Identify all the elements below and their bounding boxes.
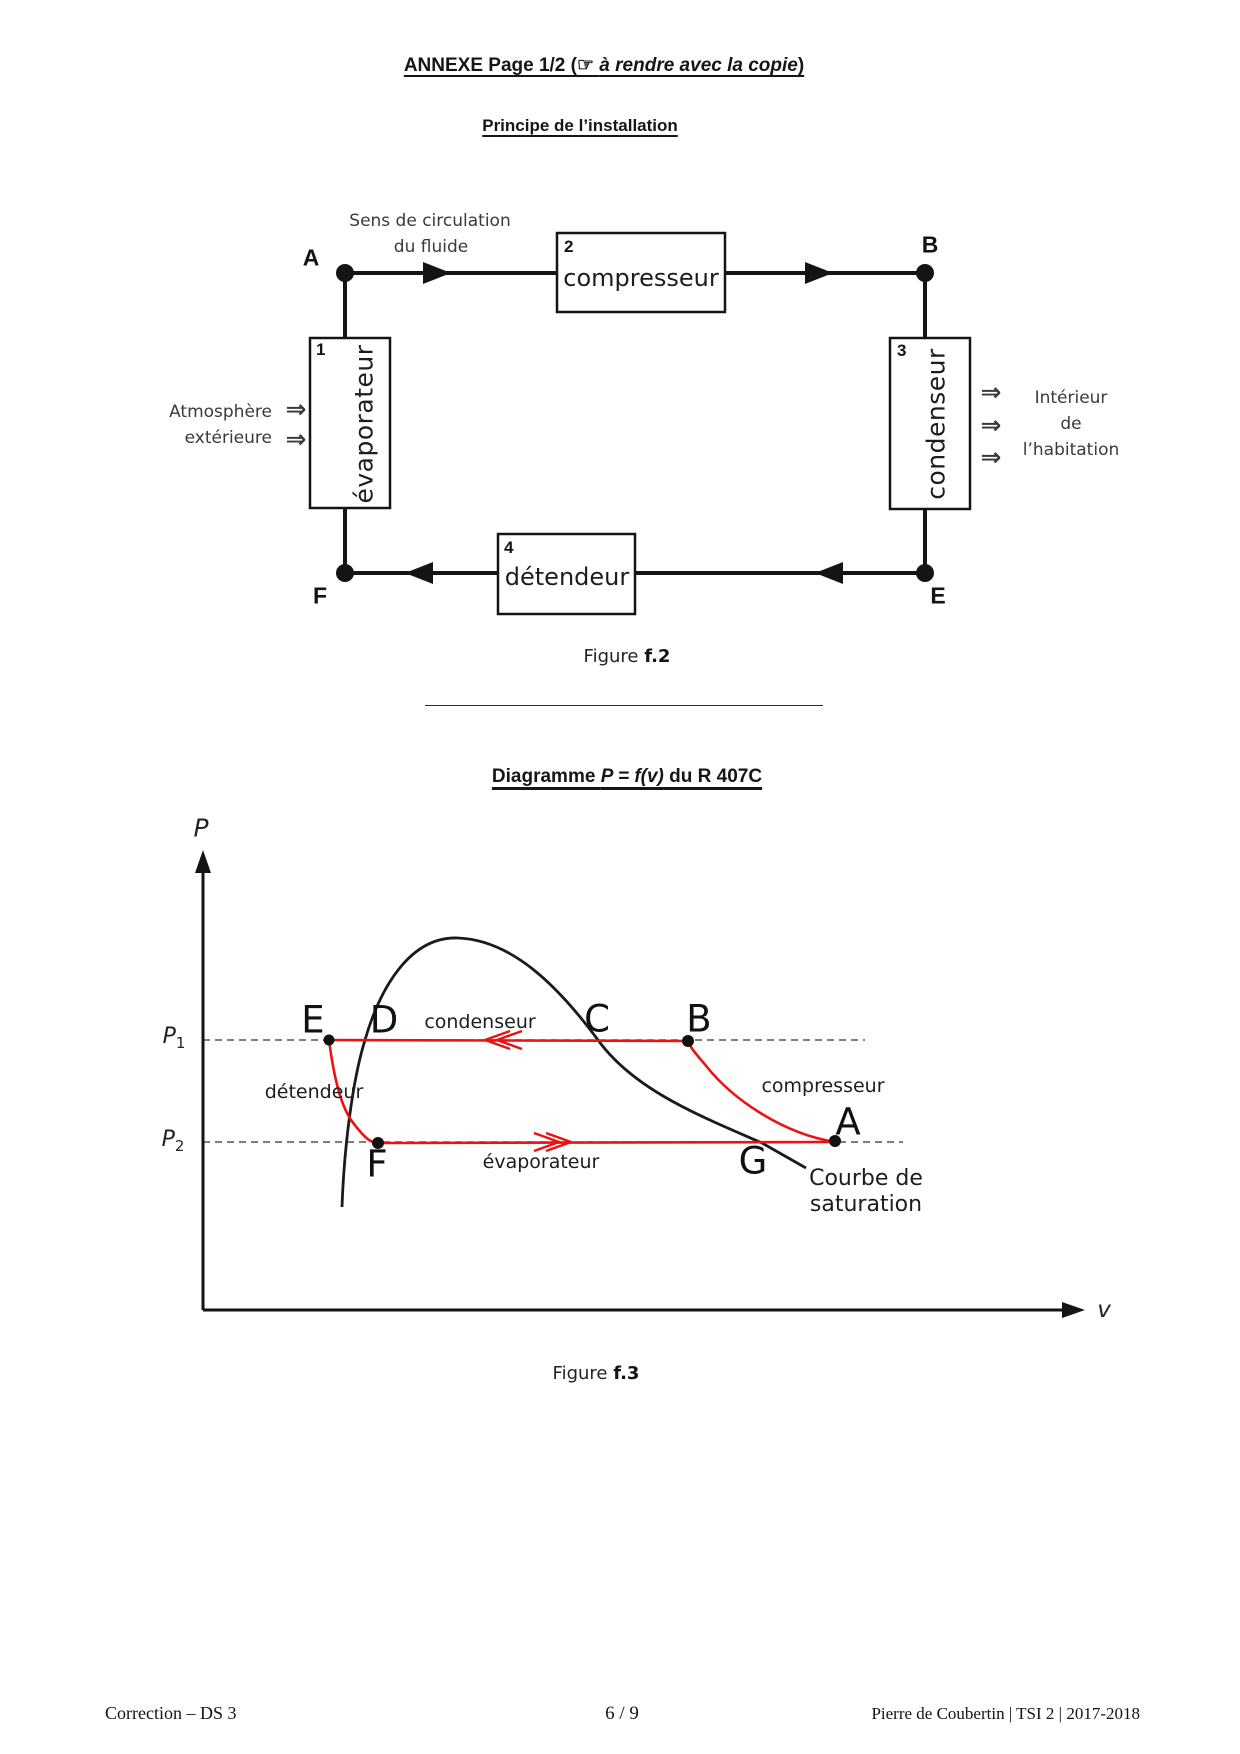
interior-label-line3: l’habitation bbox=[1022, 440, 1120, 460]
section-title-principle: Principe de l’installation bbox=[482, 116, 678, 135]
interior-label-line2: de bbox=[1060, 414, 1082, 434]
atmosphere-label-line2: extérieure bbox=[184, 428, 272, 448]
evaporator-box bbox=[308, 336, 392, 510]
point-label-b: B bbox=[686, 997, 712, 1041]
flow-arrow-compressor-to-b bbox=[805, 262, 833, 284]
x-axis-arrowhead bbox=[1062, 1302, 1085, 1318]
point-dot-e bbox=[323, 1034, 335, 1046]
saturation-curve-path bbox=[340, 936, 807, 1208]
saturation-curve-label: Courbe de saturation bbox=[809, 1166, 923, 1218]
saturation-curve-label-line2: saturation bbox=[809, 1192, 923, 1217]
point-label-c: C bbox=[584, 997, 610, 1041]
p2-subscript: 2 bbox=[174, 1137, 185, 1156]
figure-f3-caption-ref: f.3 bbox=[613, 1363, 640, 1384]
flow-diagram-svg bbox=[308, 231, 972, 616]
heat-in-arrow-icon: ⇒ bbox=[285, 394, 307, 424]
figure-f2-caption: Figure f.2 bbox=[584, 646, 671, 667]
node-dot-f bbox=[336, 564, 354, 582]
point-dot-a bbox=[829, 1135, 841, 1147]
interior-label-line1: Intérieur bbox=[1034, 388, 1108, 408]
flow-arrow-expander-to-f bbox=[405, 562, 433, 584]
point-label-a: A bbox=[835, 1100, 861, 1144]
p2-symbol: P bbox=[161, 1126, 175, 1152]
node-dot-e bbox=[916, 564, 934, 582]
node-label-a: A bbox=[302, 244, 320, 271]
node-label-e: E bbox=[930, 582, 946, 609]
flow-arrow-e-to-expander bbox=[815, 562, 843, 584]
evaporator-number: 1 bbox=[316, 340, 326, 359]
expander-label: détendeur bbox=[504, 563, 630, 591]
compressor-number: 2 bbox=[564, 237, 574, 256]
compressor-box bbox=[555, 231, 727, 314]
saturation-curve-label-line1: Courbe de bbox=[809, 1166, 923, 1191]
condenser-number: 3 bbox=[897, 341, 907, 360]
process-label-condenser: condenseur bbox=[424, 1011, 536, 1033]
node-label-f: F bbox=[312, 582, 328, 609]
section-divider bbox=[425, 705, 823, 706]
pointing-hand-icon: ☞ bbox=[576, 55, 600, 76]
cycle-expander-curve bbox=[327, 1039, 379, 1145]
diagram-title-suffix: du R 407C bbox=[663, 766, 763, 787]
figure-f3-caption: Figure f.3 bbox=[553, 1363, 640, 1384]
process-label-compressor: compresseur bbox=[761, 1075, 885, 1097]
heat-out-arrow-icon: ⇒ bbox=[980, 442, 1002, 472]
expander-box bbox=[496, 532, 637, 616]
flow-arrow-a-to-compressor bbox=[423, 262, 451, 284]
flow-direction-label-line2: du fluide bbox=[393, 237, 469, 257]
atmosphere-label: Atmosphère extérieure bbox=[169, 399, 272, 451]
y-axis-arrowhead bbox=[195, 850, 211, 873]
x-axis-label: v bbox=[1097, 1297, 1111, 1323]
cycle-compressor-curve bbox=[686, 1040, 836, 1144]
expander-number: 4 bbox=[504, 538, 514, 557]
diagram-title-italic: P = f(v) bbox=[600, 766, 664, 787]
page-title-suffix: ) bbox=[797, 55, 805, 76]
process-label-expander: détendeur bbox=[264, 1081, 364, 1103]
figure-f2-caption-ref: f.2 bbox=[644, 646, 671, 667]
footer-left: Correction – DS 3 bbox=[105, 1703, 237, 1723]
footer-page-number: 6 / 9 bbox=[605, 1703, 639, 1724]
pv-diagram-svg bbox=[195, 850, 1085, 1318]
compressor-label: compresseur bbox=[563, 264, 719, 292]
point-label-e: E bbox=[301, 998, 325, 1042]
heat-out-arrow-icon: ⇒ bbox=[980, 410, 1002, 440]
heat-in-arrow-icon: ⇒ bbox=[285, 424, 307, 454]
cycle-evaporator-line bbox=[377, 1140, 836, 1145]
node-dot-b bbox=[916, 264, 934, 282]
diagram-title-prefix: Diagramme bbox=[491, 766, 601, 787]
heat-out-arrow-icon: ⇒ bbox=[980, 377, 1002, 407]
p1-symbol: P bbox=[162, 1023, 176, 1049]
p2-tick-label: P2 bbox=[162, 1127, 185, 1155]
page-title-italic: à rendre avec la copie bbox=[599, 55, 798, 76]
process-label-evaporator: évaporateur bbox=[482, 1151, 600, 1173]
evaporator-label: évaporateur bbox=[349, 344, 379, 504]
section-title-diagram: Diagramme P = f(v) du R 407C bbox=[492, 766, 762, 788]
condenser-box bbox=[888, 336, 972, 511]
figure-f3-caption-word: Figure bbox=[552, 1363, 614, 1384]
atmosphere-label-line1: Atmosphère bbox=[169, 402, 272, 422]
page-title-prefix: ANNEXE Page 1/2 ( bbox=[403, 55, 577, 76]
condenser-direction-arrow bbox=[481, 1029, 523, 1051]
cycle-condenser-line bbox=[328, 1038, 689, 1043]
node-label-b: B bbox=[921, 231, 939, 258]
interior-label: Intérieur de l’habitation bbox=[1023, 385, 1119, 463]
figure-f2-caption-word: Figure bbox=[583, 646, 645, 667]
y-axis-label: P bbox=[193, 813, 209, 843]
point-dot-b bbox=[682, 1035, 694, 1047]
condenser-label: condenseur bbox=[921, 348, 951, 500]
point-label-g: G bbox=[738, 1139, 768, 1183]
page-title: ANNEXE Page 1/2 (☞ à rendre avec la copi… bbox=[404, 54, 804, 77]
point-label-d: D bbox=[369, 998, 399, 1042]
node-dot-a bbox=[336, 264, 354, 282]
point-label-f: F bbox=[366, 1142, 388, 1186]
p1-subscript: 1 bbox=[175, 1034, 186, 1053]
point-dot-f bbox=[372, 1137, 384, 1149]
evaporator-direction-arrow bbox=[533, 1131, 575, 1153]
footer-right: Pierre de Coubertin | TSI 2 | 2017-2018 bbox=[871, 1704, 1140, 1723]
p1-tick-label: P1 bbox=[163, 1024, 186, 1052]
flow-direction-label-line1: Sens de circulation bbox=[349, 211, 511, 231]
